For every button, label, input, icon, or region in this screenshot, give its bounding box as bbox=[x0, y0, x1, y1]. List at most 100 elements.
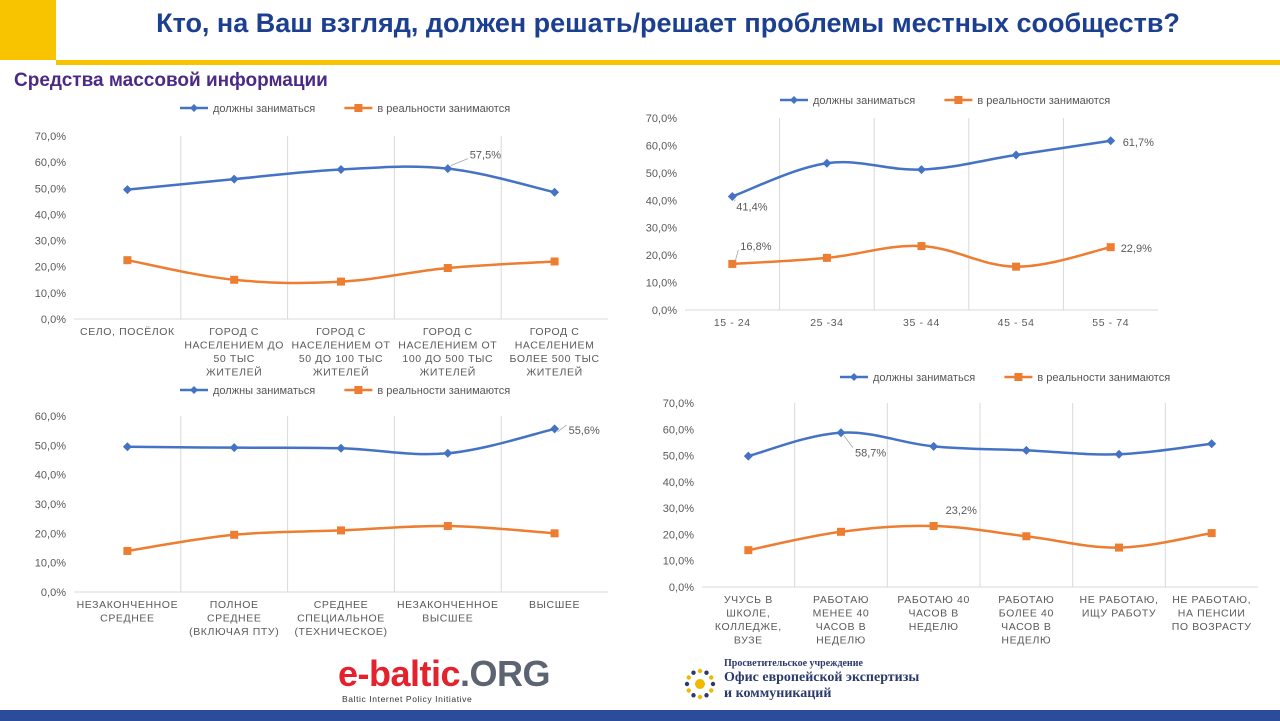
x-tick-label: ШКОЛЕ, bbox=[726, 608, 770, 620]
legend-label: в реальности занимаются bbox=[1037, 372, 1170, 384]
y-tick-label: 0,0% bbox=[41, 314, 66, 326]
data-point bbox=[917, 165, 926, 175]
data-point bbox=[550, 257, 559, 266]
x-tick-label: РАБОТАЮ 40 bbox=[897, 594, 970, 606]
legend-entry: должны заниматься bbox=[180, 103, 315, 115]
x-tick-label: НАСЕЛЕНИЕМ ОТ bbox=[398, 340, 497, 352]
y-tick-label: 30,0% bbox=[35, 236, 66, 248]
x-tick-label: (ТЕХНИЧЕСКОЕ) bbox=[294, 626, 387, 638]
data-label-leader bbox=[450, 158, 468, 167]
data-label: 58,7% bbox=[855, 448, 886, 460]
data-point bbox=[1021, 445, 1031, 455]
legend-marker bbox=[1014, 373, 1023, 381]
star-dot bbox=[691, 693, 696, 698]
office-logo-line1: Офис европейской экспертизы bbox=[724, 670, 920, 685]
legend-label: должны заниматься bbox=[213, 103, 315, 115]
chart-employment: должны заниматься в реальности занимаются… bbox=[660, 365, 1270, 655]
data-label: 41,4% bbox=[736, 201, 767, 213]
data-point bbox=[1022, 532, 1031, 541]
legend-label: должны заниматься bbox=[873, 372, 975, 384]
x-tick-label: СРЕДНЕЕ bbox=[207, 613, 262, 625]
y-tick-label: 50,0% bbox=[35, 183, 66, 195]
x-tick-label: НЕДЕЛЮ bbox=[816, 635, 866, 647]
chart-settlement: должны заниматься в реальности занимаются… bbox=[20, 96, 620, 386]
data-label: 22,9% bbox=[1121, 243, 1152, 255]
y-tick-label: 70,0% bbox=[35, 131, 66, 143]
star-dot bbox=[709, 688, 714, 693]
x-tick-label: СЕЛО, ПОСЁЛОК bbox=[80, 326, 175, 338]
page-title: Кто, на Ваш взгляд, должен решать/решает… bbox=[156, 8, 1180, 38]
x-tick-label: КОЛЛЕДЖЕ, bbox=[715, 621, 782, 633]
x-tick-label: СПЕЦИАЛЬНОЕ bbox=[297, 613, 385, 625]
data-point bbox=[743, 451, 753, 461]
star-center bbox=[695, 679, 705, 689]
x-tick-label: НА ПЕНСИИ bbox=[1178, 608, 1246, 620]
x-tick-label: БОЛЕЕ 500 ТЫС bbox=[510, 353, 600, 365]
legend-entry: в реальности занимаются bbox=[944, 95, 1110, 107]
x-tick-label: ВЫСШЕЕ bbox=[529, 599, 580, 611]
data-label: 23,2% bbox=[946, 505, 977, 517]
data-point bbox=[1106, 243, 1115, 252]
legend-marker bbox=[190, 386, 198, 394]
x-tick-label: НЕДЕЛЮ bbox=[909, 621, 959, 633]
x-tick-label: УЧУСЬ В bbox=[724, 594, 773, 606]
x-tick-label: РАБОТАЮ bbox=[998, 594, 1054, 606]
x-tick-label: ЧАСОВ В bbox=[908, 608, 958, 620]
star-dot bbox=[697, 668, 703, 674]
x-tick-label: НЕ РАБОТАЮ, bbox=[1172, 594, 1251, 606]
office-logo-name: Офис европейской экспертизы и коммуникац… bbox=[724, 670, 919, 702]
legend-entry: в реальности занимаются bbox=[344, 103, 510, 115]
office-logo-line2: и коммуникаций bbox=[724, 686, 832, 701]
data-point bbox=[929, 522, 938, 531]
data-label-leader bbox=[557, 424, 567, 433]
x-tick-label: НЕЗАКОНЧЕННОЕ bbox=[77, 599, 179, 611]
star-dot bbox=[709, 675, 714, 680]
data-label: 61,7% bbox=[1123, 137, 1154, 149]
legend-entry: должны заниматься bbox=[780, 95, 915, 107]
data-point bbox=[550, 529, 559, 538]
star-dot bbox=[697, 694, 703, 700]
x-tick-label: ИЩУ РАБОТУ bbox=[1082, 608, 1156, 620]
chart-age: должны заниматься в реальности занимаются… bbox=[640, 88, 1180, 338]
ebaltic-tagline: Baltic Internet Policy Initiative bbox=[342, 694, 473, 704]
data-point bbox=[1012, 262, 1021, 271]
data-label-leader bbox=[733, 199, 736, 202]
data-point bbox=[727, 191, 737, 201]
series-line-1 bbox=[748, 524, 1212, 552]
ebaltic-logo-org: .ORG bbox=[460, 653, 551, 694]
ebaltic-logo: e-baltic.ORG Baltic Internet Policy Init… bbox=[338, 654, 588, 708]
office-logo: Просветительское учреждение Офис европей… bbox=[680, 658, 980, 708]
legend-marker bbox=[354, 386, 363, 394]
data-point bbox=[1011, 150, 1021, 160]
data-point bbox=[230, 275, 239, 284]
legend-entry: должны заниматься bbox=[180, 385, 315, 397]
data-point bbox=[443, 522, 452, 530]
data-point bbox=[836, 428, 846, 438]
x-tick-label: ГОРОД С bbox=[423, 326, 473, 338]
data-point bbox=[550, 424, 560, 434]
legend-label: в реальности занимаются bbox=[377, 385, 510, 397]
data-label: 16,8% bbox=[740, 241, 771, 253]
star-dot bbox=[691, 670, 696, 675]
x-tick-label: ЖИТЕЛЕЙ bbox=[206, 366, 262, 379]
y-tick-label: 60,0% bbox=[35, 411, 66, 423]
y-tick-label: 40,0% bbox=[35, 470, 66, 482]
x-tick-label: ЧАСОВ В bbox=[1001, 621, 1051, 633]
x-tick-label: ПО ВОЗРАСТУ bbox=[1172, 621, 1252, 633]
star-dot bbox=[686, 675, 691, 680]
data-point bbox=[929, 441, 939, 451]
data-label-leader bbox=[734, 249, 739, 262]
star-dot bbox=[704, 670, 709, 675]
x-tick-label: НЕЗАКОНЧЕННОЕ bbox=[397, 599, 499, 611]
x-tick-label: ПОЛНОЕ bbox=[210, 599, 259, 611]
x-tick-label: ЖИТЕЛЕЙ bbox=[526, 366, 582, 379]
x-tick-label: 50 ДО 100 ТЫС bbox=[299, 353, 383, 365]
legend-marker bbox=[954, 96, 963, 104]
data-point bbox=[837, 527, 845, 536]
data-point bbox=[123, 546, 132, 555]
x-tick-label: (ВКЛЮЧАЯ ПТУ) bbox=[189, 626, 279, 638]
star-dot bbox=[710, 681, 716, 687]
data-point bbox=[1207, 529, 1216, 538]
legend-marker bbox=[850, 373, 858, 381]
chart-education: должны заниматься в реальности занимаются… bbox=[20, 380, 620, 650]
